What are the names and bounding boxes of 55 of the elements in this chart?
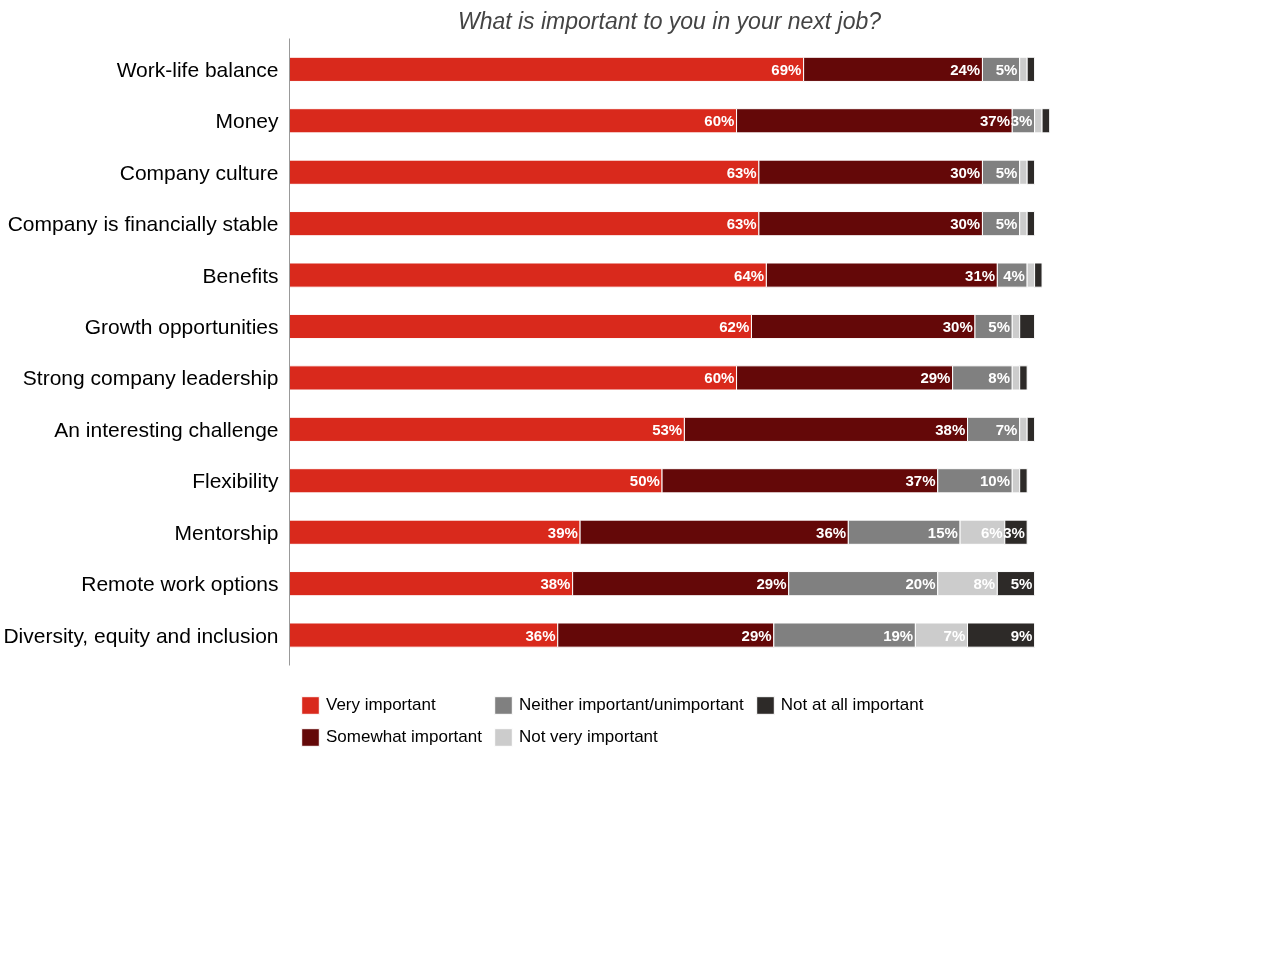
data-label: 38% <box>935 420 966 438</box>
data-label: 5% <box>995 60 1018 78</box>
data-label: 5% <box>995 215 1018 233</box>
data-label: 29% <box>920 369 951 387</box>
data-label: 10% <box>979 472 1011 490</box>
data-label: 9% <box>1010 626 1033 644</box>
data-label: 31% <box>965 266 996 284</box>
data-label: 19% <box>883 626 914 644</box>
data-label: 64% <box>734 266 765 284</box>
data-label: 30% <box>942 318 973 335</box>
data-label: 30% <box>950 215 981 233</box>
y-tick-label: An interesting challenge <box>54 417 279 441</box>
data-label: 20% <box>905 575 936 593</box>
y-tick-label: Flexibility <box>192 469 279 493</box>
y-tick-label: Benefits <box>202 263 279 287</box>
data-label: 5% <box>995 163 1018 181</box>
data-label: 63% <box>726 215 757 233</box>
chart-title: What is important to you in your next job? <box>457 7 882 34</box>
y-tick-label: Strong company leadership <box>22 366 279 390</box>
y-tick-label: Diversity, equity and inclusion <box>3 623 279 647</box>
data-label: 15% <box>927 523 958 541</box>
data-label: 62% <box>719 318 750 335</box>
data-label: 53% <box>652 420 683 438</box>
legend-label: Not at all important <box>780 695 924 715</box>
data-label: 39% <box>547 523 578 541</box>
data-label: 36% <box>816 523 847 541</box>
data-label: 8% <box>988 369 1011 387</box>
y-tick-label: Company culture <box>119 160 279 184</box>
data-label: 60% <box>704 112 735 130</box>
y-tick-label: Company is financially stable <box>7 212 279 236</box>
data-label: 4% <box>1003 266 1025 284</box>
data-label: 37% <box>905 472 936 490</box>
legend-label: Somewhat important <box>326 727 482 747</box>
legend-label: Not very important <box>518 727 658 747</box>
y-tick-label: Money <box>215 109 279 133</box>
data-label: 30% <box>950 163 981 181</box>
data-label: 29% <box>756 575 787 593</box>
y-tick-label: Work-life balance <box>116 57 279 81</box>
data-label: 60% <box>704 369 735 387</box>
y-tick-label: Remote work options <box>81 572 279 596</box>
data-label: 37% <box>979 112 1011 130</box>
data-label: 63% <box>726 163 757 181</box>
data-label: 7% <box>995 420 1018 438</box>
data-label: 69% <box>771 60 802 78</box>
data-label: 5% <box>988 318 1011 335</box>
data-label: 36% <box>525 626 556 644</box>
y-tick-label: Mentorship <box>174 520 279 544</box>
legend-label: Neither important/unimportant <box>518 695 744 715</box>
data-label: 5% <box>1010 575 1033 593</box>
data-label: 29% <box>741 626 772 644</box>
data-label: 24% <box>950 60 981 78</box>
y-tick-label: Growth opportunities <box>84 315 279 338</box>
data-label: 38% <box>540 575 571 593</box>
data-label: 50% <box>629 472 660 490</box>
legend-label: Very important <box>326 695 436 715</box>
